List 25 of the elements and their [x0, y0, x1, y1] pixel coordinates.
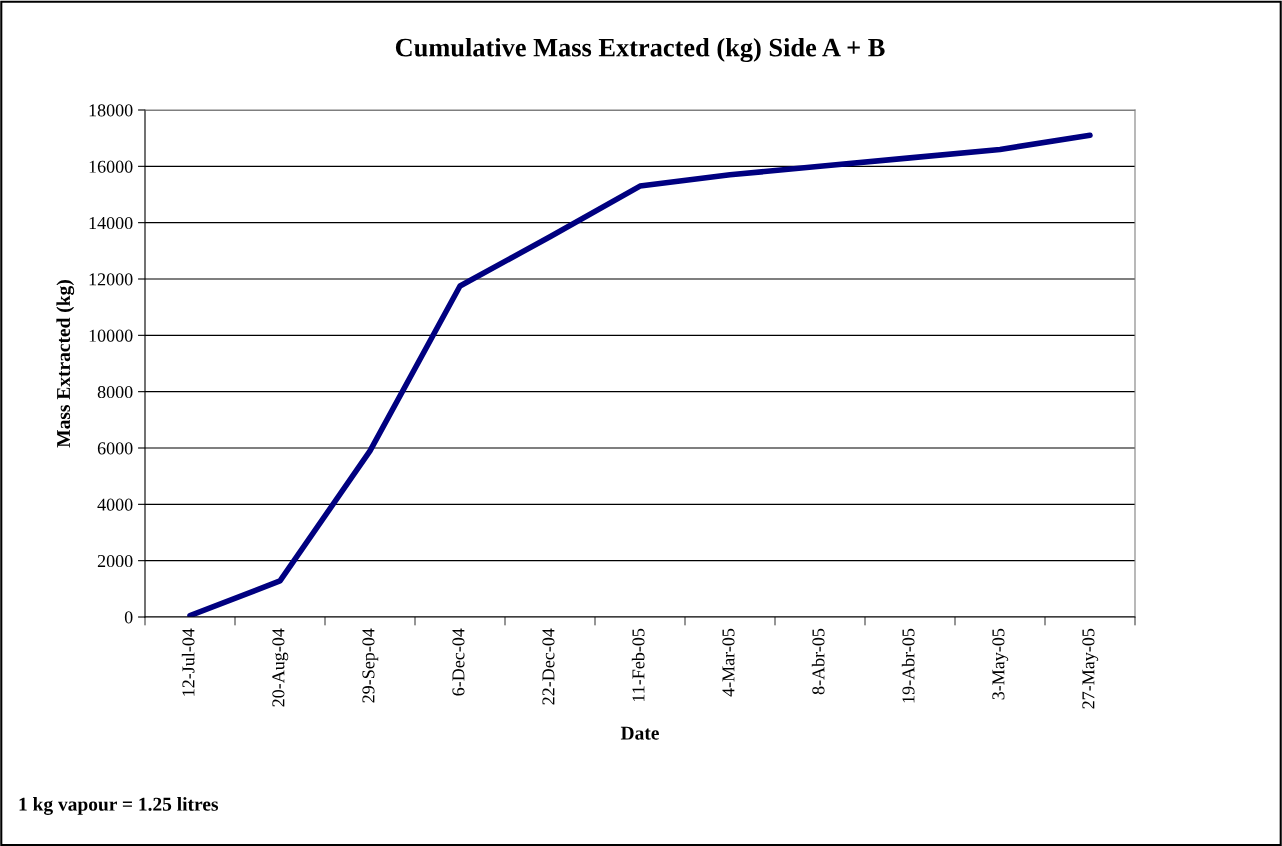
- y-tick-label: 0: [124, 611, 133, 624]
- x-tick-label: 11-Feb-05: [631, 628, 645, 702]
- y-tick-label: 14000: [89, 216, 133, 230]
- y-tick-label: 16000: [89, 160, 133, 173]
- y-tick-label: 12000: [89, 273, 133, 286]
- x-tick-label: 29-Sep-04: [362, 628, 379, 703]
- y-tick-label: 18000: [89, 104, 133, 117]
- x-tick-label: 20-Aug-04: [272, 628, 289, 707]
- x-tick-label: 6-Dec-04: [452, 628, 465, 696]
- y-tick-label: 4000: [97, 498, 133, 511]
- x-tick-label: 19-Abr-05: [901, 628, 915, 703]
- x-tick-label: 22-Dec-04: [542, 628, 555, 705]
- x-tick-label: 27-May-05: [1082, 628, 1099, 709]
- y-tick-label: 6000: [97, 442, 133, 455]
- x-tick-label: 4-Mar-05: [722, 628, 735, 697]
- x-tick-label: 3-May-05: [992, 628, 1009, 700]
- y-tick-label: 8000: [97, 385, 133, 399]
- y-tick-label: 2000: [97, 554, 133, 568]
- y-tick-label: 10000: [89, 329, 133, 342]
- chart-title: Cumulative Mass Extracted (kg) Side A + B: [395, 37, 885, 63]
- x-tick-label: 8-Abr-05: [811, 628, 825, 695]
- x-tick-label: 12-Jul-04: [181, 628, 195, 696]
- y-axis-title: Mass Extracted (kg): [56, 280, 75, 448]
- x-axis-title: Date: [620, 726, 659, 740]
- text: 1 kg vapour = 1.25 litres: [19, 797, 219, 815]
